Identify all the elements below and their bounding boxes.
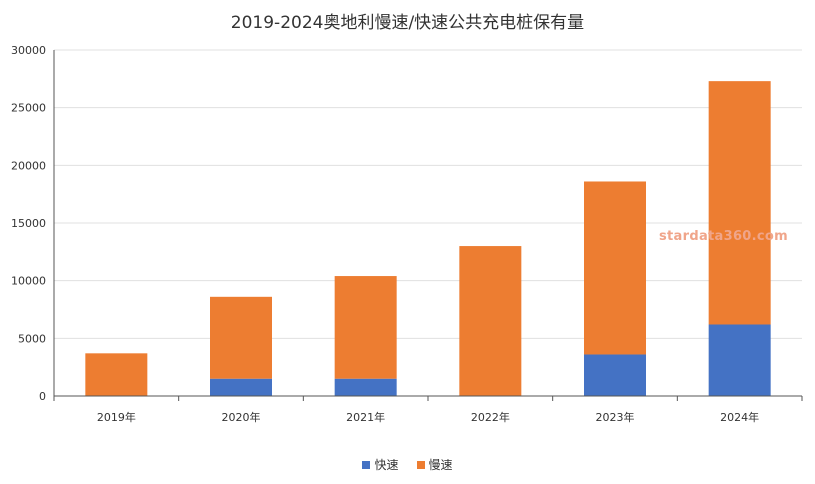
bar-fast: [334, 378, 397, 396]
bar-fast: [210, 378, 272, 396]
x-tick-label: 2024年: [720, 410, 759, 424]
bar-slow: [210, 296, 272, 379]
bar-slow: [85, 353, 148, 396]
gridlines: [54, 49, 802, 339]
x-tick-label: 2023年: [596, 410, 635, 424]
bar-slow: [584, 181, 646, 355]
y-tick-label: 0: [39, 390, 46, 403]
legend-swatch-fast: [362, 460, 371, 469]
legend: 快速 慢速: [0, 456, 815, 473]
bar-fast: [708, 324, 771, 396]
legend-swatch-slow: [416, 460, 425, 469]
y-tick-label: 5000: [18, 332, 46, 345]
chart-title: 2019-2024奥地利慢速/快速公共充电桩保有量: [230, 13, 585, 33]
bars: [85, 81, 771, 396]
bar-fast: [584, 354, 646, 396]
y-tick-label: 15000: [11, 217, 46, 230]
legend-label-fast: 快速: [374, 458, 399, 472]
legend-item-slow[interactable]: 慢速: [416, 456, 453, 473]
x-tick-label: 2022年: [471, 410, 510, 424]
legend-item-fast[interactable]: 快速: [362, 456, 399, 473]
tick-labels: 0 5000 10000 15000 20000 25000 30000 2019年 2020年…: [11, 44, 759, 424]
y-tick-label: 10000: [11, 275, 46, 288]
chart-plot: 0 5000 10000 15000 20000 25000 30000 2019年 2020年…: [11, 44, 803, 424]
bar-slow: [334, 276, 397, 379]
y-tick-label: 30000: [11, 44, 46, 57]
watermark: stardata360.com: [659, 229, 788, 244]
x-tick-label: 2020年: [222, 410, 261, 424]
axes: [53, 50, 803, 401]
legend-label-slow: 慢速: [428, 458, 453, 472]
bar-slow: [708, 81, 771, 325]
bar-slow: [459, 246, 522, 396]
y-tick-label: 25000: [11, 102, 46, 115]
x-tick-label: 2021年: [346, 410, 385, 424]
x-tick-label: 2019年: [97, 410, 136, 424]
y-tick-label: 20000: [11, 159, 46, 172]
